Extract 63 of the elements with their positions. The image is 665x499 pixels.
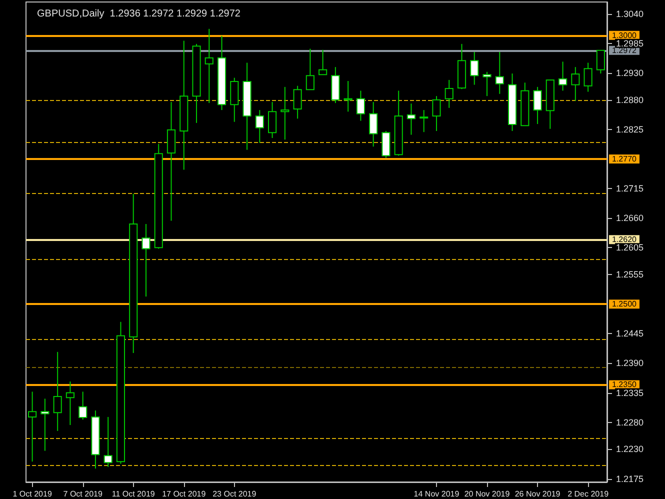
candlestick	[444, 79, 454, 108]
candlestick	[66, 380, 74, 426]
candlestick	[382, 130, 390, 158]
candlestick	[571, 66, 580, 102]
x-tick-label: 1 Oct 2019	[12, 490, 52, 498]
ref-line-label: 1.2770	[612, 154, 638, 164]
y-tick-label: 1.3040	[616, 8, 644, 19]
candlestick	[166, 101, 176, 222]
x-tick-label: 14 Nov 2019	[414, 490, 460, 498]
x-tick-label: 2 Dec 2019	[568, 490, 610, 498]
candlestick	[53, 351, 62, 432]
y-tick-label: 1.2390	[616, 358, 644, 368]
y-tick-label: 1.2230	[616, 444, 644, 454]
candlestick	[28, 391, 37, 462]
y-tick-label: 1.2175	[616, 474, 644, 484]
candlestick	[558, 61, 568, 92]
y-tick-label: 1.2335	[616, 388, 644, 398]
x-tick-label: 23 Oct 2019	[212, 490, 257, 498]
ref-line-label: 1.2620	[612, 235, 638, 244]
y-tick-label: 1.2715	[616, 184, 644, 194]
candlestick	[482, 71, 492, 97]
candlestick	[40, 398, 50, 452]
candlestick	[306, 48, 314, 90]
candlestick	[142, 223, 150, 298]
ref-line-label: 1.3000	[612, 30, 638, 40]
candlestick	[104, 416, 112, 468]
candlestick	[495, 51, 504, 94]
y-tick-label: 1.2880	[616, 94, 644, 105]
candlestick	[204, 28, 214, 104]
y-tick-label: 1.2930	[616, 68, 644, 78]
candlestick	[584, 62, 592, 92]
y-tick-label: 1.2280	[616, 417, 644, 428]
candlestick	[255, 110, 264, 144]
candlestick	[78, 391, 88, 420]
y-tick-label: 1.2555	[616, 270, 644, 280]
candlestick	[344, 80, 352, 112]
x-tick-label: 26 Nov 2019	[514, 490, 561, 498]
ref-line-label: 1.2972	[612, 46, 638, 55]
ref-line-label: 1.2500	[612, 300, 638, 309]
candlestick	[406, 103, 416, 136]
candlestick	[432, 96, 441, 132]
y-tick-label: 1.2445	[616, 328, 644, 339]
ref-line-label: 1.2350	[612, 380, 638, 390]
x-tick-label: 11 Oct 2019	[112, 490, 156, 498]
y-tick-label: 1.2985	[616, 38, 644, 48]
candlestick	[420, 110, 428, 133]
y-tick-label: 1.2605	[616, 242, 644, 253]
y-tick-label: 1.2660	[616, 213, 644, 224]
x-tick-label: 20 Nov 2019	[464, 490, 510, 498]
candlestick	[318, 49, 328, 76]
candlestick	[268, 101, 277, 138]
candlestick	[533, 86, 542, 125]
x-tick-label: 7 Oct 2019	[63, 490, 103, 498]
candlestick	[369, 101, 378, 148]
candlestick	[470, 51, 479, 86]
candlestick	[293, 85, 302, 120]
candlestick	[596, 50, 605, 74]
text: GBPUSD,Daily 1.2936 1.2972 1.2929 1.2972	[37, 8, 241, 20]
candlestick	[230, 77, 239, 122]
x-tick-label: 17 Oct 2019	[162, 490, 206, 498]
candlestick	[280, 86, 290, 140]
candlestick	[356, 90, 365, 122]
y-tick-label: 1.2825	[616, 124, 644, 134]
